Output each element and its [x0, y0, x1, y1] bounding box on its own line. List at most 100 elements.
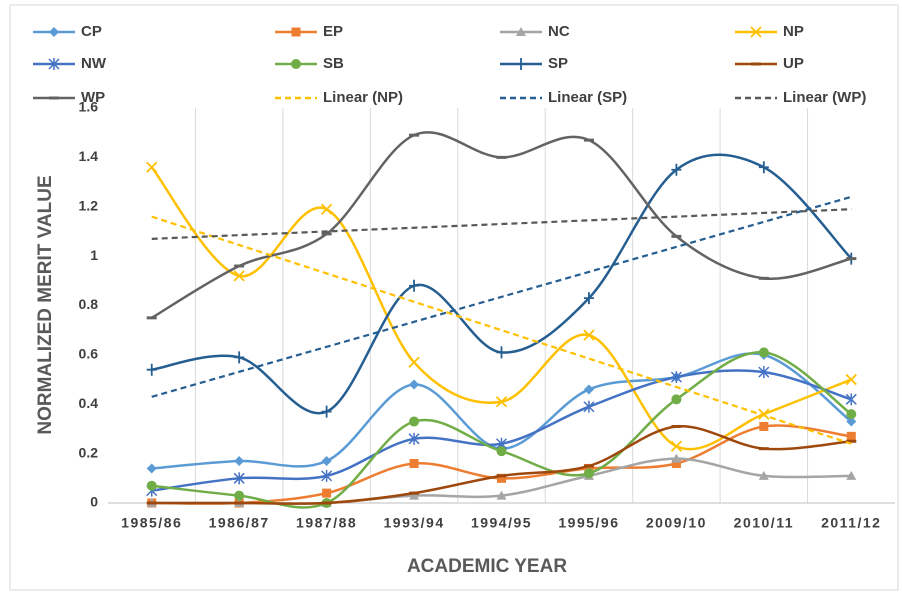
marker	[670, 440, 683, 452]
legend-label: Linear (SP)	[548, 89, 627, 106]
marker	[233, 270, 245, 282]
legend-label: SP	[548, 55, 568, 72]
marker	[671, 163, 682, 176]
legend-item: WP	[33, 89, 105, 106]
legend-marker	[291, 59, 301, 69]
marker	[759, 421, 769, 431]
x-tick-label: 1995/96	[558, 515, 619, 531]
legend-item: SP	[500, 55, 568, 72]
x-tick-label: 1993/94	[384, 515, 445, 531]
x-tick-label: 1986/87	[209, 515, 270, 531]
trendline	[151, 215, 852, 445]
legend-item: CP	[33, 23, 102, 40]
y-tick-label: 0	[90, 494, 98, 510]
marker	[409, 459, 419, 468]
marker	[321, 469, 333, 482]
marker	[583, 468, 594, 479]
marker	[846, 409, 857, 420]
marker	[408, 356, 420, 368]
marker	[496, 346, 507, 359]
marker	[583, 329, 595, 341]
marker	[846, 431, 856, 441]
y-tick-label: 1.4	[79, 148, 99, 164]
marker	[758, 408, 770, 420]
marker	[146, 480, 157, 491]
marker	[233, 472, 245, 485]
legend-label: SB	[323, 55, 344, 72]
y-tick-label: 0.4	[79, 395, 99, 411]
legend-marker	[516, 58, 526, 70]
legend-marker	[516, 27, 526, 36]
legend-label: NC	[548, 23, 570, 40]
marker	[409, 416, 420, 427]
marker	[497, 473, 506, 483]
y-tick-label: 0.8	[79, 296, 99, 312]
x-axis-label: ACADEMIC YEAR	[407, 556, 567, 577]
legend-label: UP	[783, 55, 804, 72]
series-line	[151, 153, 853, 415]
legend-item: NW	[33, 55, 107, 72]
marker	[758, 347, 769, 358]
y-tick-label: 0.2	[79, 444, 99, 460]
marker	[845, 373, 857, 386]
marker	[758, 470, 769, 480]
marker	[322, 488, 332, 498]
legend-item: Linear (SP)	[500, 89, 627, 106]
legend-label: CP	[81, 23, 102, 40]
legend-label: NW	[81, 55, 107, 72]
marker	[758, 366, 770, 379]
x-tick-label: 1985/86	[121, 515, 182, 531]
marker	[583, 384, 594, 395]
marker	[409, 379, 420, 390]
trendline	[151, 208, 852, 240]
legend-item: NP	[735, 23, 804, 40]
marker	[671, 453, 682, 463]
marker	[146, 463, 157, 474]
marker	[408, 432, 420, 445]
legend-item: UP	[735, 55, 804, 72]
x-tick-label: 1994/95	[471, 515, 532, 531]
marker	[496, 490, 507, 500]
marker	[234, 351, 245, 364]
y-tick-label: 1.2	[79, 197, 99, 213]
marker	[320, 203, 333, 215]
chart-border	[9, 4, 899, 591]
legend-label: Linear (WP)	[783, 89, 866, 106]
marker	[146, 363, 157, 376]
marker	[670, 371, 682, 384]
legend-item: Linear (NP)	[275, 89, 403, 106]
series-line	[151, 351, 853, 509]
legend-label: NP	[783, 23, 804, 40]
legend-item: SB	[275, 55, 344, 72]
legend-item: EP	[275, 23, 343, 40]
marker	[234, 490, 245, 501]
marker	[409, 279, 420, 292]
marker	[321, 456, 332, 467]
y-axis-label: NORMALIZED MERIT VALUE	[35, 175, 56, 434]
legend-label: Linear (NP)	[323, 89, 403, 106]
trendline	[151, 195, 852, 398]
legend-item: Linear (WP)	[735, 89, 866, 106]
marker	[671, 459, 681, 468]
legend-label: EP	[323, 23, 343, 40]
marker	[495, 396, 508, 408]
y-tick-label: 1	[90, 247, 98, 263]
x-tick-label: 2011/12	[821, 515, 881, 531]
marker	[321, 405, 332, 418]
legend-item: NC	[500, 23, 570, 40]
marker	[671, 394, 682, 405]
marker	[758, 161, 769, 174]
marker	[846, 416, 857, 427]
series-line	[150, 166, 852, 451]
marker	[234, 456, 245, 467]
marker	[583, 400, 595, 413]
legend-marker	[49, 27, 59, 37]
x-tick-label: 2009/10	[646, 515, 707, 531]
y-tick-label: 0.6	[79, 346, 99, 362]
marker	[146, 161, 158, 173]
legend-marker	[291, 27, 301, 37]
marker	[845, 393, 857, 406]
marker	[583, 292, 594, 305]
legend-marker	[750, 26, 762, 38]
marker	[409, 490, 420, 500]
